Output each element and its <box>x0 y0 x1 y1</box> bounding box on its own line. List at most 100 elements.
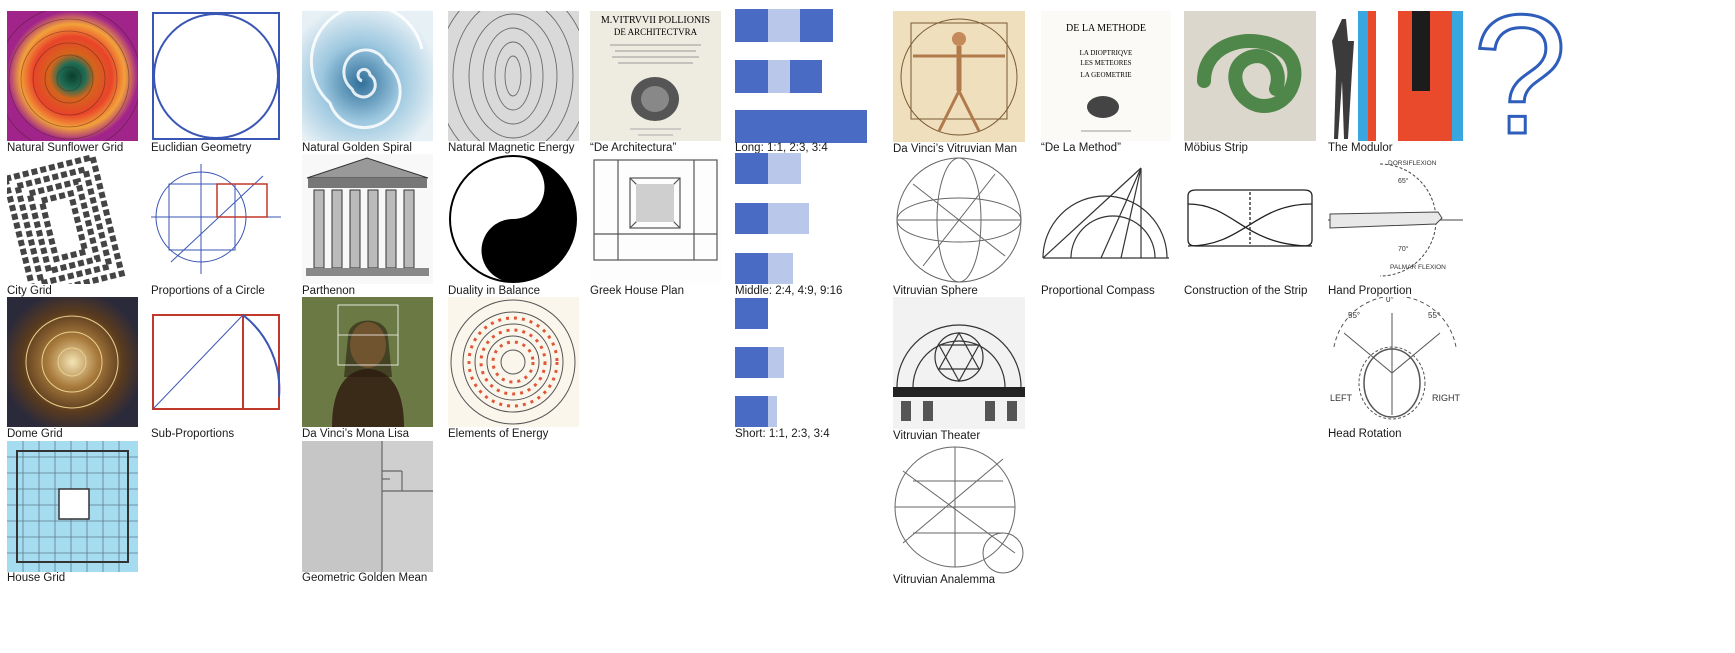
city-grid-image <box>7 154 138 284</box>
tile-vitruvian-man: Da Vinci’s Vitruvian Man <box>893 11 1025 156</box>
tile-golden-mean: Geometric Golden Mean <box>302 441 433 591</box>
ratio-bar <box>768 9 800 42</box>
caption: Vitruvian Analemma <box>893 574 996 586</box>
ratio-bar <box>735 396 768 427</box>
magnetic-image <box>448 11 579 141</box>
caption: House Grid <box>7 572 66 584</box>
ratio-bar <box>768 347 784 378</box>
ratio-bar <box>768 60 790 93</box>
head-label: 55° <box>1348 311 1361 320</box>
tile-energy: Elements of Energy <box>448 297 579 442</box>
vitruvian-theater-image <box>893 297 1025 429</box>
tile-duality: Duality in Balance <box>448 154 579 299</box>
vitruvian-man-image <box>893 11 1025 142</box>
caption: Geometric Golden Mean <box>302 572 428 584</box>
analemma-image <box>893 441 1025 574</box>
tile-sunflower: Natural Sunflower Grid <box>7 11 138 156</box>
caption: Natural Sunflower Grid <box>7 142 124 154</box>
book-title-line: LA GEOMETRIE <box>1080 71 1132 79</box>
modulor-image <box>1328 11 1463 141</box>
tile-hand: DORSIFLEXION 65° 70° PALMAR FLEXION Hand… <box>1328 154 1463 299</box>
ratio-bar <box>768 396 777 427</box>
tile-city-grid: City Grid <box>7 154 138 299</box>
dome-image <box>7 297 138 427</box>
head-label: RIGHT <box>1432 393 1460 403</box>
ratio-bar <box>735 60 768 93</box>
mona-lisa-image <box>302 297 433 427</box>
euclid-image <box>151 11 281 141</box>
ratio-caption-middle: Middle: 2:4, 4:9, 9:16 <box>735 285 843 297</box>
de-architectura-image: M.VITRVVII POLLIONIS DE ARCHITECTVRA <box>590 11 721 141</box>
tile-magnetic: Natural Magnetic Energy <box>448 11 579 156</box>
hand-label: 65° <box>1398 178 1409 185</box>
ratio-bar <box>735 110 867 143</box>
ratio-bar <box>768 203 809 234</box>
tile-modulor: The Modulor <box>1328 11 1463 156</box>
caption: Head Rotation <box>1328 428 1402 440</box>
caption: Euclidian Geometry <box>151 142 252 154</box>
tile-sub-proportions: Sub-Proportions <box>151 297 281 442</box>
ratio-bar <box>735 153 768 184</box>
head-label: 55° <box>1428 311 1441 320</box>
ratio-bar <box>735 9 768 42</box>
caption: Hand Proportion <box>1328 285 1412 297</box>
book-title-line: LES METEORES <box>1080 59 1132 67</box>
caption: Parthenon <box>302 285 356 297</box>
ratio-bar <box>768 253 793 284</box>
caption: Natural Golden Spiral <box>302 142 412 154</box>
tile-vitruvian-theater: Vitruvian Theater <box>893 297 1025 442</box>
compass-image <box>1041 154 1172 284</box>
ratio-bar <box>790 60 822 93</box>
caption: Da Vinci’s Mona Lisa <box>302 428 409 440</box>
strip-image <box>1184 154 1316 284</box>
tile-circle-proportions: Proportions of a Circle <box>151 154 281 299</box>
book-title-line: M.VITRVVII POLLIONIS <box>600 15 711 26</box>
ratio-bar <box>735 298 768 329</box>
caption: Vitruvian Sphere <box>893 285 978 297</box>
house-grid-image <box>7 441 138 572</box>
vitruvian-sphere-image <box>893 154 1025 284</box>
hand-label: 70° <box>1398 246 1409 253</box>
head-label: LEFT <box>1330 393 1353 403</box>
caption: Construction of the Strip <box>1184 285 1308 297</box>
caption: “De La Method” <box>1041 142 1121 154</box>
caption: Elements of Energy <box>448 428 549 440</box>
methode-image: DE LA METHODE LA DIOPTRIQVE LES METEORES… <box>1041 11 1171 141</box>
tile-house-grid: House Grid <box>7 441 138 591</box>
golden-mean-image <box>302 441 433 572</box>
caption: Dome Grid <box>7 428 63 440</box>
head-label: 0° <box>1386 297 1394 304</box>
caption: Vitruvian Theater <box>893 430 981 442</box>
spiral-image <box>302 11 433 141</box>
tile-strip: Construction of the Strip <box>1184 154 1316 299</box>
ratio-bar <box>735 203 768 234</box>
energy-image <box>448 297 579 427</box>
caption: Proportional Compass <box>1041 285 1155 297</box>
circle-proportions-image <box>151 154 281 284</box>
book-title-line: DE LA METHODE <box>1066 23 1146 34</box>
tile-spiral: Natural Golden Spiral <box>302 11 433 156</box>
tile-euclid: Euclidian Geometry <box>151 11 281 156</box>
caption: “De Architectura” <box>590 142 677 154</box>
sunflower-image <box>7 11 138 141</box>
hand-image: DORSIFLEXION 65° 70° PALMAR FLEXION <box>1328 154 1463 284</box>
question-mark-icon: ? <box>1471 0 1569 172</box>
mobius-image <box>1184 11 1316 141</box>
tile-vitruvian-sphere: Vitruvian Sphere <box>893 154 1025 299</box>
tile-head-rotation: 0° 55° 55° LEFT RIGHT Head Rotation <box>1328 297 1463 442</box>
ratio-bar <box>735 347 768 378</box>
ratio-bar <box>768 153 801 184</box>
ratio-bar <box>800 9 833 42</box>
ratio-bar <box>735 253 768 284</box>
ratio-caption-short: Short: 1:1, 2:3, 3:4 <box>735 428 830 440</box>
tile-mona-lisa: Da Vinci’s Mona Lisa <box>302 297 433 442</box>
tile-greek-house: Greek House Plan <box>590 154 721 299</box>
caption: City Grid <box>7 285 52 297</box>
tile-mobius: Möbius Strip <box>1184 11 1316 156</box>
caption: Proportions of a Circle <box>151 285 265 297</box>
tile-dome: Dome Grid <box>7 297 138 442</box>
tile-de-architectura: M.VITRVVII POLLIONIS DE ARCHITECTVRA “De… <box>590 11 721 156</box>
tile-compass: Proportional Compass <box>1041 154 1172 299</box>
book-title-line: LA DIOPTRIQVE <box>1079 49 1133 57</box>
tile-methode: DE LA METHODE LA DIOPTRIQVE LES METEORES… <box>1041 11 1171 156</box>
